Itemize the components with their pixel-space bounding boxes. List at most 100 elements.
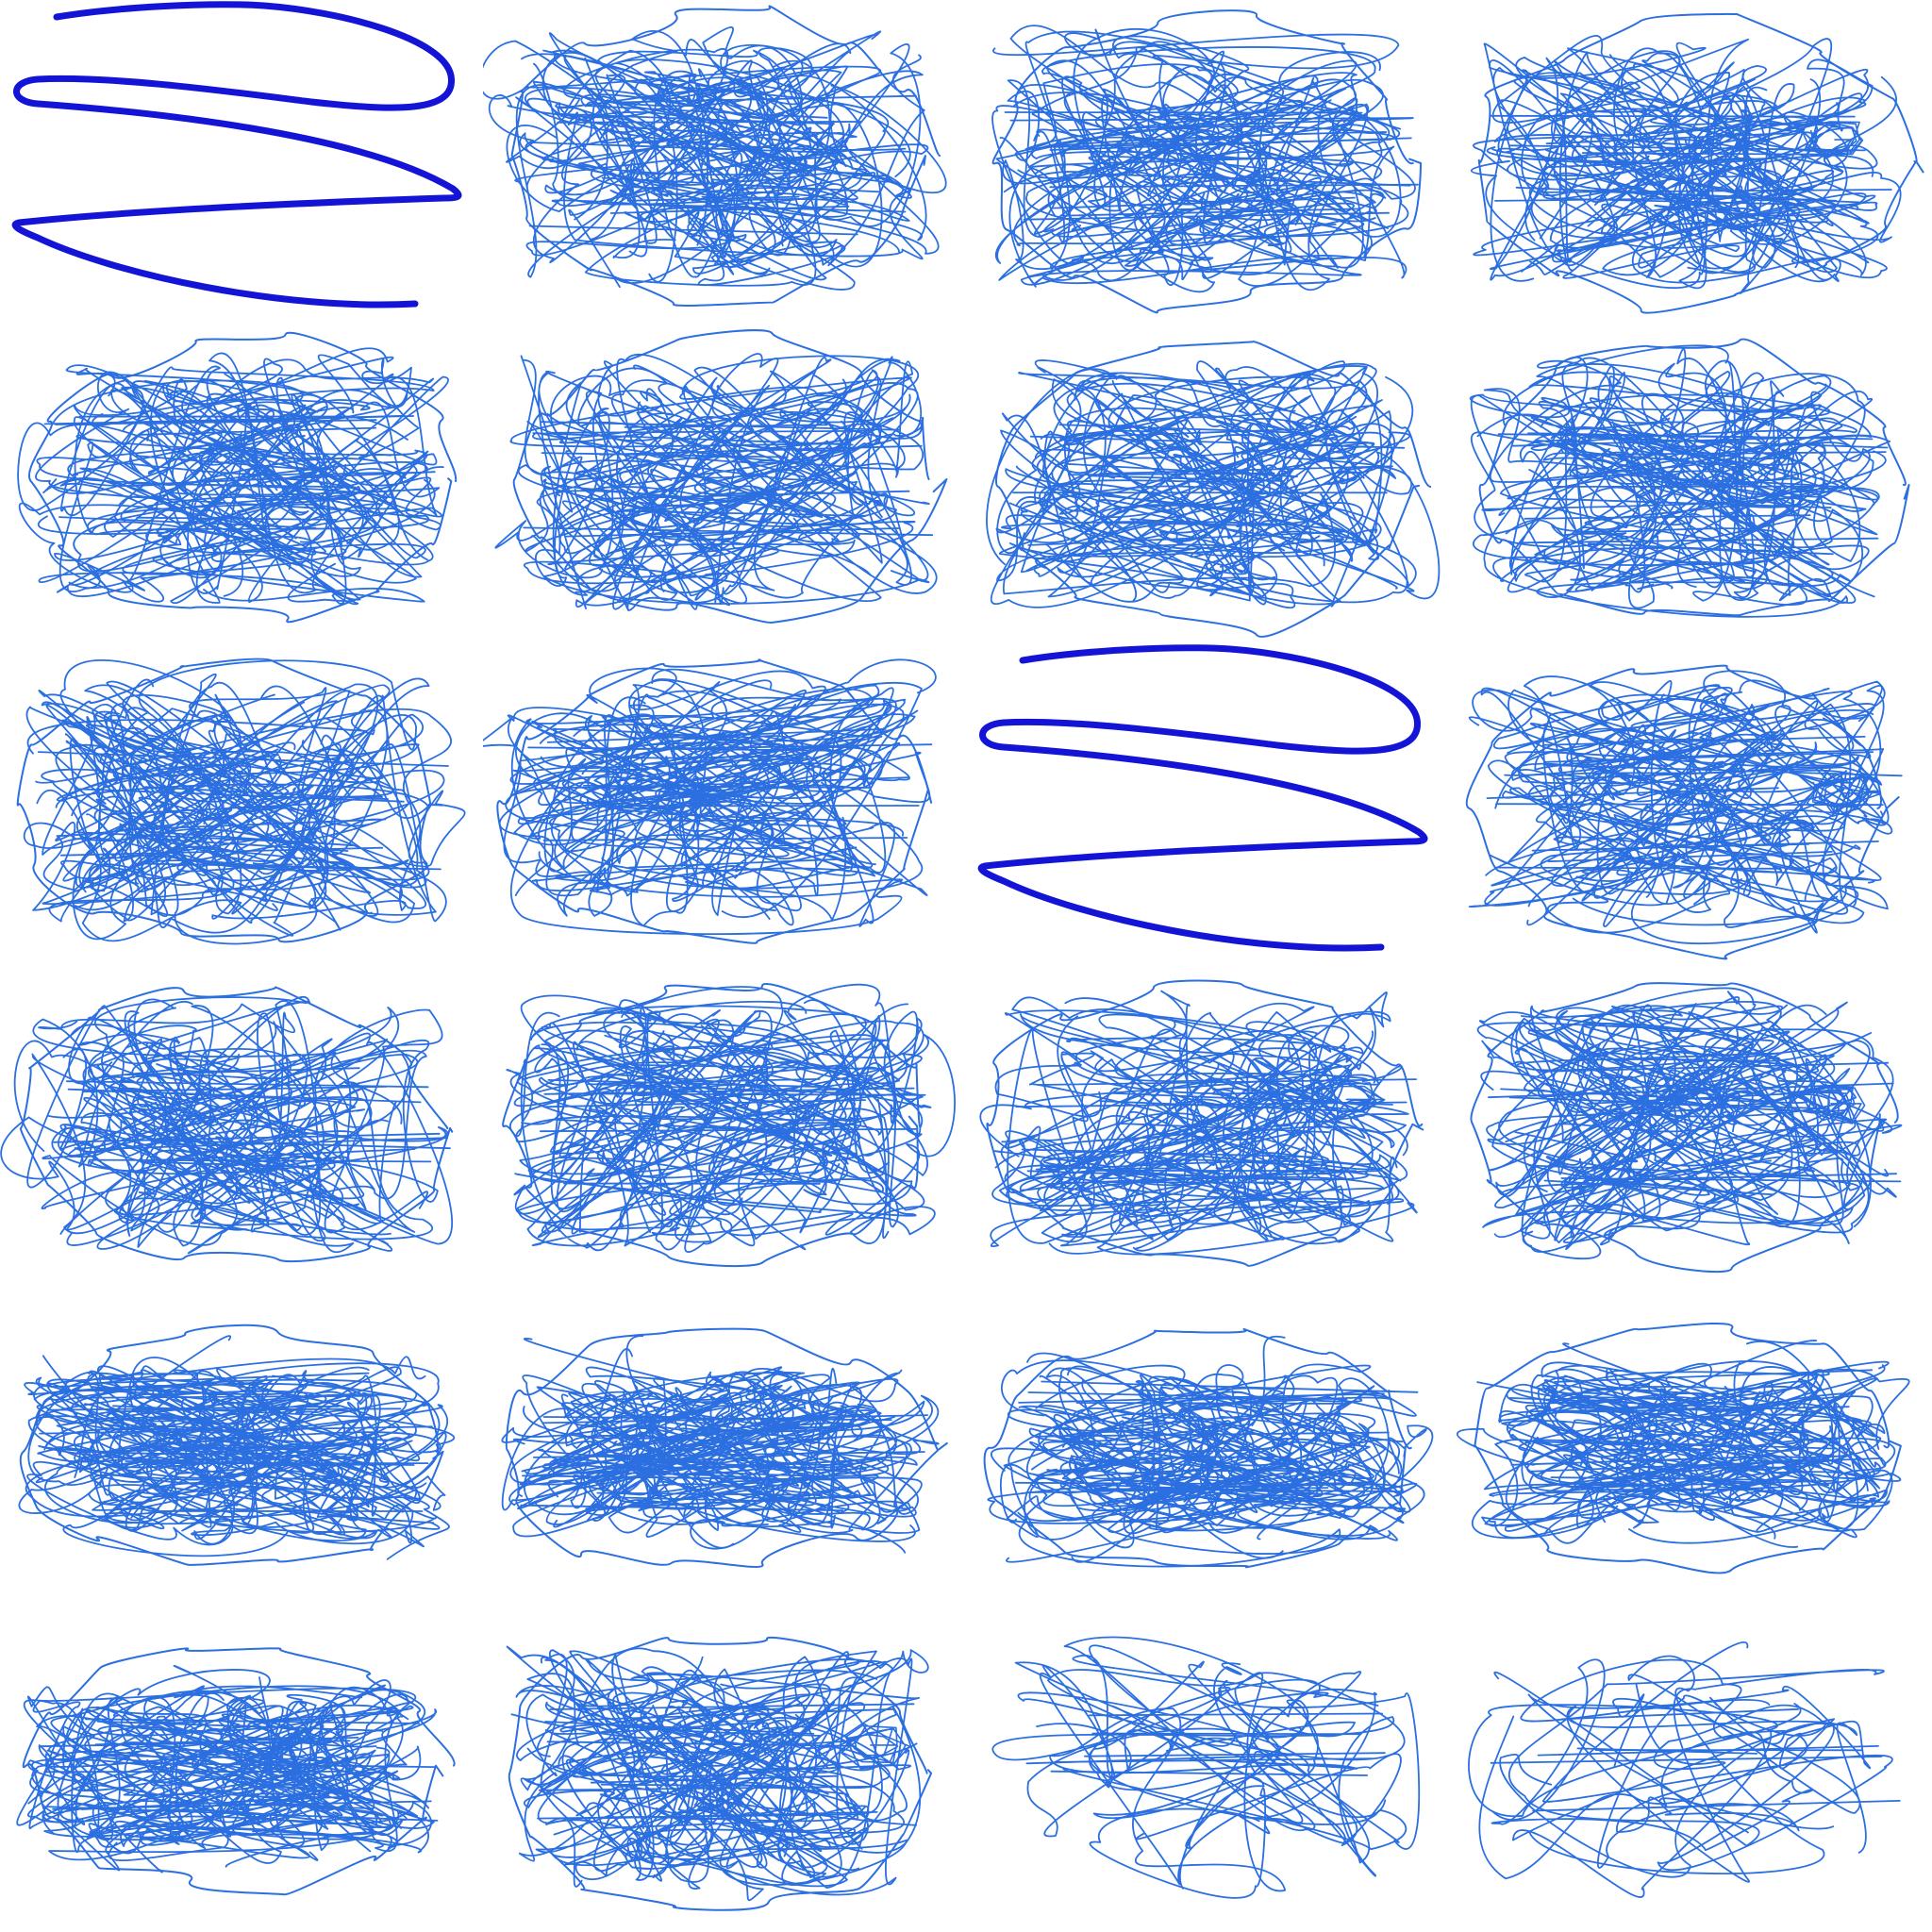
- scribble-cell: [966, 322, 1449, 643]
- scribble-stroke: [994, 1024, 1350, 1169]
- scribble-line: [1489, 114, 1856, 118]
- scribble-stroke: [1489, 689, 1861, 907]
- scribble-line: [541, 1414, 928, 1424]
- scribble-stroke: [1502, 344, 1875, 598]
- scribble-stroke: [1632, 1341, 1896, 1530]
- scribble-outline: [995, 341, 1432, 638]
- scribble-stroke: [85, 1664, 426, 1862]
- scribble-line: [1576, 1747, 1758, 1755]
- scribble-line: [628, 203, 907, 213]
- scribble-stroke: [508, 1405, 908, 1538]
- scribble-line: [616, 509, 867, 517]
- scribble-stroke: [1491, 670, 1852, 915]
- scribble-stroke: [87, 1052, 410, 1224]
- scribble-line: [1543, 764, 1903, 777]
- scribble-outline: [496, 658, 933, 944]
- scribble-line: [523, 526, 934, 537]
- scribble-stroke: [41, 741, 296, 934]
- scribble-cell: [0, 1608, 483, 1930]
- scribble-stroke: [512, 698, 907, 927]
- scribble-stroke: [528, 1375, 940, 1523]
- scribble-stroke: [526, 1741, 860, 1888]
- scribble-stroke: [526, 356, 922, 611]
- scribble-drawing: [17, 331, 458, 624]
- scribble-line: [1579, 451, 1887, 456]
- scribble-stroke: [991, 35, 1385, 265]
- scribble-stroke: [1007, 27, 1388, 217]
- scribble-line: [1041, 1380, 1419, 1393]
- scribble-line: [1555, 1406, 1850, 1414]
- scribble-outline: [986, 979, 1424, 1267]
- scribble-line: [585, 1494, 874, 1509]
- scribble-line: [1004, 111, 1363, 114]
- scribble-cell: [966, 965, 1449, 1287]
- scribble-knot: [1806, 773, 1881, 817]
- scribble-line: [628, 858, 841, 869]
- scribble-cell: [1449, 1287, 1932, 1608]
- scribble-stroke: [1529, 92, 1867, 275]
- scribble-stroke: [541, 999, 891, 1233]
- scribble-line: [1027, 1391, 1348, 1401]
- scribble-stroke: [1658, 1004, 1843, 1155]
- scribble-knot: [840, 1723, 910, 1770]
- scribble-drawing: [16, 1647, 456, 1896]
- scribble-line: [1108, 522, 1280, 526]
- scribble-line: [1557, 197, 1805, 206]
- scribble-line: [133, 862, 441, 871]
- scribble-line: [144, 786, 390, 801]
- scribble-stroke: [1005, 1098, 1228, 1241]
- scribble-stroke: [979, 1037, 1364, 1180]
- scribble-line: [1049, 137, 1412, 151]
- scribble-stroke: [540, 1650, 831, 1881]
- scribble-stroke: [1636, 692, 1889, 910]
- scribble-stroke: [41, 1053, 360, 1235]
- scribble-stroke: [1487, 675, 1839, 903]
- scribble-line: [92, 1372, 370, 1385]
- scribble-stroke: [612, 1674, 810, 1864]
- scribble-line: [1544, 157, 1774, 169]
- scribble-stroke: [1008, 374, 1408, 604]
- scribble-stroke: [35, 371, 441, 606]
- scribble-line: [140, 426, 377, 436]
- scribble-stroke: [1597, 1683, 1835, 1869]
- scribble-drawing: [483, 658, 937, 944]
- scribble-stroke: [514, 30, 882, 289]
- scribble-line: [54, 419, 377, 425]
- scribble-line: [1084, 1752, 1386, 1757]
- scribble-stroke: [1482, 1045, 1861, 1228]
- scribble-line: [1524, 514, 1811, 520]
- scribble-stroke: [575, 1652, 801, 1902]
- scribble-stroke: [508, 1012, 923, 1196]
- scribble-stroke: [1519, 440, 1807, 593]
- scribble-line: [1533, 1439, 1839, 1450]
- scribble-line: [547, 1079, 826, 1089]
- scribble-line: [53, 1132, 441, 1143]
- scribble-stroke: [544, 47, 813, 196]
- scribble-stroke: [42, 1381, 373, 1532]
- scribble-stroke: [1001, 1002, 1418, 1256]
- scribble-line: [591, 490, 910, 500]
- zigzag-drawing: [11, 1, 462, 308]
- scribble-line: [529, 142, 841, 154]
- scribble-line: [79, 1442, 385, 1454]
- scribble-stroke: [999, 59, 1407, 279]
- scribble-stroke: [1026, 1091, 1402, 1182]
- scribble-line: [1532, 1800, 1901, 1812]
- scribble-stroke: [525, 393, 923, 593]
- scribble-line: [596, 1078, 821, 1085]
- scribble-line: [1529, 1457, 1883, 1473]
- scribble-stroke: [517, 353, 897, 610]
- scribble-line: [1075, 1402, 1344, 1405]
- scribble-line: [1500, 1088, 1782, 1104]
- scribble-stroke: [596, 693, 896, 927]
- scribble-line: [1527, 1164, 1820, 1177]
- zigzag-stroke: [977, 644, 1428, 952]
- scribble-line: [1486, 787, 1779, 799]
- scribble-line: [596, 1491, 823, 1496]
- scribble-stroke: [1505, 680, 1886, 886]
- scribble-stroke: [990, 1028, 1368, 1248]
- scribble-stroke: [73, 347, 394, 603]
- zigzag-cell: [966, 643, 1449, 965]
- scribble-stroke: [525, 59, 929, 287]
- scribble-stroke: [1492, 42, 1813, 278]
